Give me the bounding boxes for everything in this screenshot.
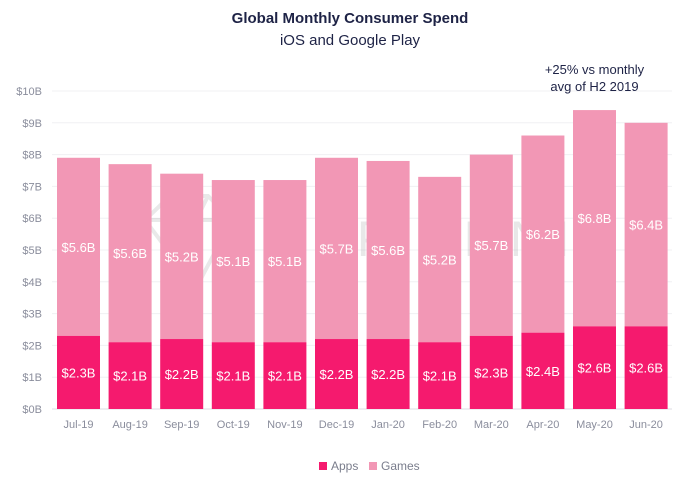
bar-apps <box>315 339 358 409</box>
data-label-apps: $2.2B <box>320 367 354 382</box>
data-label-apps: $2.6B <box>578 361 612 376</box>
bar-games <box>418 176 462 343</box>
data-label-games: $6.4B <box>629 218 663 233</box>
bar-apps <box>211 342 255 409</box>
x-tick-label: Aug-19 <box>112 419 147 431</box>
data-label-apps: $2.2B <box>165 367 199 382</box>
y-tick-label: $0B <box>22 404 42 416</box>
x-tick-label: Apr-20 <box>526 419 559 431</box>
x-tick-label: May-20 <box>576 419 613 431</box>
bar-games <box>108 164 152 343</box>
data-label-games: $6.8B <box>578 211 612 226</box>
legend-label-games: Games <box>381 459 420 473</box>
x-tick-label: Dec-19 <box>319 419 354 431</box>
y-tick-label: $5B <box>22 245 42 257</box>
data-label-games: $5.6B <box>113 246 147 261</box>
y-tick-label: $2B <box>22 340 42 352</box>
bar-apps <box>573 326 616 409</box>
legend-swatch-apps <box>319 462 327 470</box>
data-label-games: $5.1B <box>268 254 302 269</box>
data-label-apps: $2.3B <box>62 365 96 380</box>
data-label-apps: $2.4B <box>526 364 560 379</box>
y-tick-label: $8B <box>22 150 42 162</box>
data-label-games: $5.7B <box>474 238 508 253</box>
chart-title: Global Monthly Consumer Spend <box>231 10 469 27</box>
data-label-games: $6.2B <box>526 227 560 242</box>
legend-label-apps: Apps <box>331 459 358 473</box>
annotation-text: +25% vs monthly <box>545 62 645 77</box>
bar-apps <box>366 339 410 409</box>
data-label-games: $5.6B <box>371 243 405 258</box>
data-label-games: $5.2B <box>423 253 457 268</box>
y-tick-label: $6B <box>22 213 42 225</box>
y-tick-label: $3B <box>22 309 42 321</box>
y-tick-label: $7B <box>22 181 42 193</box>
data-label-apps: $2.2B <box>371 367 405 382</box>
x-tick-label: Feb-20 <box>422 419 457 431</box>
bar-apps <box>160 339 204 409</box>
data-label-games: $5.7B <box>320 241 354 256</box>
bar-apps <box>418 342 462 409</box>
bar-games <box>263 180 307 343</box>
x-tick-label: Jan-20 <box>371 419 405 431</box>
bar-games <box>573 110 616 327</box>
annotation-text: avg of H2 2019 <box>550 79 638 94</box>
bar-apps <box>624 326 668 409</box>
data-label-apps: $2.1B <box>268 369 302 384</box>
data-label-apps: $2.6B <box>629 361 663 376</box>
y-tick-label: $1B <box>22 372 42 384</box>
bar-games <box>57 157 100 336</box>
bar-apps <box>521 332 565 409</box>
x-tick-label: Jun-20 <box>629 419 663 431</box>
bar-games <box>469 154 513 336</box>
bar-games <box>366 160 410 340</box>
data-label-apps: $2.1B <box>216 369 250 384</box>
x-tick-label: Nov-19 <box>267 419 302 431</box>
y-tick-label: $4B <box>22 277 42 289</box>
legend-swatch-games <box>369 462 377 470</box>
bar-games <box>624 122 668 327</box>
data-label-apps: $2.3B <box>474 365 508 380</box>
x-tick-label: Oct-19 <box>217 419 250 431</box>
x-tick-label: Jul-19 <box>64 419 94 431</box>
y-tick-label: $9B <box>22 118 42 130</box>
bar-games <box>521 135 565 333</box>
x-tick-label: Mar-20 <box>474 419 509 431</box>
data-label-games: $5.6B <box>62 240 96 255</box>
x-tick-label: Sep-19 <box>164 419 199 431</box>
bar-apps <box>108 342 152 409</box>
chart-subtitle: iOS and Google Play <box>279 32 421 49</box>
bar-apps <box>263 342 307 409</box>
bar-apps <box>469 335 513 409</box>
bar-games <box>211 180 255 343</box>
bar-games <box>315 157 358 340</box>
data-label-games: $5.1B <box>216 254 250 269</box>
data-label-apps: $2.1B <box>423 369 457 384</box>
data-label-apps: $2.1B <box>113 369 147 384</box>
bar-games <box>160 173 204 340</box>
y-tick-label: $10B <box>16 86 42 98</box>
data-label-games: $5.2B <box>165 249 199 264</box>
bar-apps <box>57 335 100 409</box>
